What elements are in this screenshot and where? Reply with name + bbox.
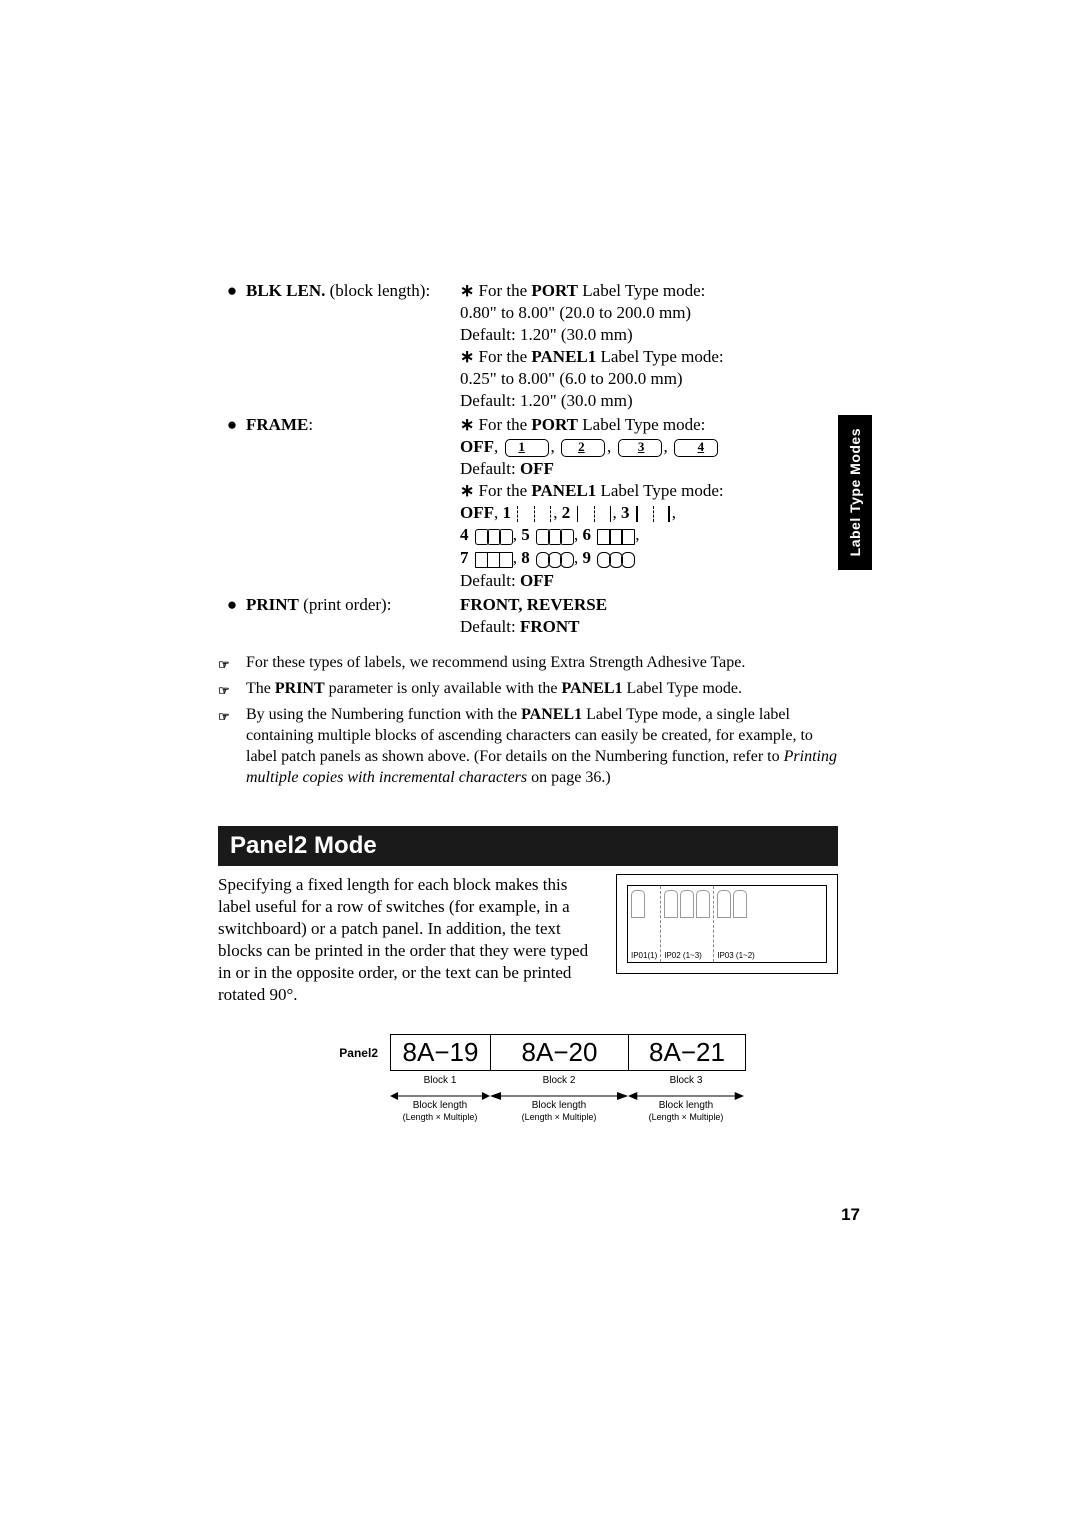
frame-p1-9 xyxy=(597,548,633,570)
panel2-block-sublabel: Block 3 xyxy=(628,1075,744,1086)
param-frame: ● FRAME: ∗ For the PORT Label Type mode:… xyxy=(218,414,838,592)
note-text: By using the Numbering function with the… xyxy=(246,704,838,788)
panel2-diagram: Panel2 8A−198A−208A−21 Block 1Block 2Blo… xyxy=(218,1034,838,1122)
panel2-block: 8A−19 xyxy=(391,1035,491,1070)
note-text: For these types of labels, we recommend … xyxy=(246,652,838,673)
section-header: Panel2 Mode xyxy=(218,826,838,866)
param-value: ∗ For the PORT Label Type mode: 0.80" to… xyxy=(460,280,838,412)
side-tab: Label Type Modes xyxy=(838,415,872,570)
switch-box xyxy=(680,890,694,918)
frame-option-4: 4 xyxy=(674,439,718,457)
note-item: ☞ The PRINT parameter is only available … xyxy=(218,678,838,701)
mode-description: Specifying a fixed length for each block… xyxy=(218,874,596,1006)
note-icon: ☞ xyxy=(218,704,246,727)
panel2-lengths: Block lengthBlock lengthBlock length xyxy=(390,1100,746,1111)
mode-description-wrap: Specifying a fixed length for each block… xyxy=(218,874,838,1006)
bullet-icon: ● xyxy=(218,414,246,436)
panel2-multiples: (Length × Multiple)(Length × Multiple)(L… xyxy=(390,1112,746,1122)
switch-diagram: IP01(1) IP02 (1~3) IP03 (1~2) xyxy=(616,874,838,974)
frame-option-3: 3 xyxy=(618,439,662,457)
switch-box xyxy=(733,890,747,918)
note-item: ☞ For these types of labels, we recommen… xyxy=(218,652,838,675)
frame-p1-4 xyxy=(475,525,511,547)
panel2-block-sublabel: Block 2 xyxy=(490,1075,628,1086)
panel2-block-length: Block length xyxy=(490,1100,628,1111)
frame-p1-2 xyxy=(577,506,611,522)
content-area: ● BLK LEN. (block length): ∗ For the POR… xyxy=(218,280,838,1122)
switch-group: IP03 (1~2) xyxy=(714,886,758,962)
note-text: The PRINT parameter is only available wi… xyxy=(246,678,838,699)
panel2-arrow xyxy=(628,1088,744,1098)
panel2-blocks: 8A−198A−208A−21 xyxy=(390,1034,746,1071)
switch-box xyxy=(664,890,678,918)
bullet-icon: ● xyxy=(218,594,246,616)
param-blk-len: ● BLK LEN. (block length): ∗ For the POR… xyxy=(218,280,838,412)
switch-group: IP02 (1~3) xyxy=(661,886,714,962)
frame-option-2: 2 xyxy=(561,439,605,457)
panel2-diagram-label: Panel2 xyxy=(310,1034,390,1060)
panel2-block-multiple: (Length × Multiple) xyxy=(490,1112,628,1122)
switch-box xyxy=(717,890,731,918)
frame-p1-5 xyxy=(536,525,572,547)
panel2-block-length: Block length xyxy=(628,1100,744,1111)
switch-group-label: IP02 (1~3) xyxy=(664,951,710,960)
note-item: ☞ By using the Numbering function with t… xyxy=(218,704,838,788)
param-value: ∗ For the PORT Label Type mode: OFF, 1 ,… xyxy=(460,414,838,592)
switch-group-label: IP01(1) xyxy=(631,951,657,960)
param-label: PRINT (print order): xyxy=(246,594,460,616)
parameter-list: ● BLK LEN. (block length): ∗ For the POR… xyxy=(218,280,838,638)
switch-group-label: IP03 (1~2) xyxy=(717,951,755,960)
notes: ☞ For these types of labels, we recommen… xyxy=(218,652,838,788)
param-label: FRAME: xyxy=(246,414,460,436)
panel2-block-length: Block length xyxy=(390,1100,490,1111)
panel2-block-multiple: (Length × Multiple) xyxy=(628,1112,744,1122)
panel2-arrow xyxy=(390,1088,490,1098)
switch-box xyxy=(696,890,710,918)
frame-p1-8 xyxy=(536,548,572,570)
frame-p1-6 xyxy=(597,525,633,547)
note-icon: ☞ xyxy=(218,652,246,675)
panel2-sublabels: Block 1Block 2Block 3 xyxy=(390,1075,746,1086)
panel2-block-multiple: (Length × Multiple) xyxy=(390,1112,490,1122)
frame-p1-3 xyxy=(636,506,670,522)
panel2-block: 8A−21 xyxy=(629,1035,745,1070)
param-print: ● PRINT (print order): FRONT, REVERSE De… xyxy=(218,594,838,638)
side-tab-label: Label Type Modes xyxy=(847,428,863,556)
panel2-block-sublabel: Block 1 xyxy=(390,1075,490,1086)
panel2-arrow xyxy=(490,1088,628,1098)
panel2-block: 8A−20 xyxy=(491,1035,629,1070)
page-number: 17 xyxy=(841,1205,860,1225)
frame-p1-1 xyxy=(517,506,551,522)
frame-option-1: 1 xyxy=(505,439,549,457)
bullet-icon: ● xyxy=(218,280,246,302)
switch-box xyxy=(631,890,645,918)
frame-p1-7 xyxy=(475,548,511,570)
param-value: FRONT, REVERSE Default: FRONT xyxy=(460,594,838,638)
switch-group: IP01(1) xyxy=(628,886,661,962)
note-icon: ☞ xyxy=(218,678,246,701)
panel2-arrows xyxy=(390,1088,746,1098)
param-label: BLK LEN. (block length): xyxy=(246,280,460,302)
